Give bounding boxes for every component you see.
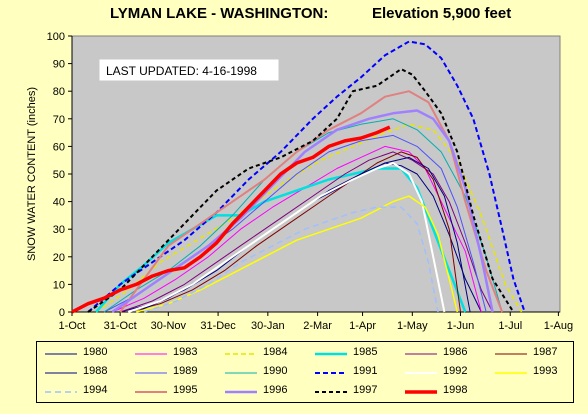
legend-label: 1990 — [263, 365, 288, 377]
x-tick-label: 1-Apr — [349, 320, 376, 332]
series-line-1995 — [119, 90, 504, 313]
last-updated-annotation: LAST UPDATED: 4-16-1998 — [99, 59, 279, 81]
series-line-1984 — [95, 123, 523, 313]
series-line-1998 — [71, 125, 391, 314]
x-tick-label: 1-Oct — [59, 320, 86, 332]
series-line-1983 — [111, 145, 482, 313]
legend-swatch-1986 — [405, 353, 437, 355]
series-line-1992 — [127, 162, 446, 313]
x-tick-label: 31-Oct — [104, 320, 137, 332]
x-tick-label: 30-Nov — [151, 320, 187, 332]
legend-item-1995: 1995 — [133, 383, 223, 401]
series-line-1997 — [87, 68, 515, 313]
annotation-text: LAST UPDATED: 4-16-1998 — [106, 64, 257, 78]
legend-item-1988: 1988 — [43, 364, 133, 382]
legend-item-1989: 1989 — [133, 364, 223, 382]
legend-swatch-1994 — [45, 391, 77, 393]
chart-title: LYMAN LAKE - WASHINGTON: — [110, 5, 329, 22]
legend-label: 1988 — [83, 365, 108, 377]
series-line-1993 — [136, 195, 459, 313]
y-tick-label: 70 — [53, 114, 65, 126]
legend-label: 1985 — [353, 346, 378, 358]
legend-label: 1995 — [173, 384, 198, 396]
legend-label: 1980 — [83, 346, 108, 358]
y-tick-label: 50 — [53, 169, 65, 181]
legend-item-1990: 1990 — [223, 364, 313, 382]
legend-item-1984: 1984 — [223, 345, 313, 363]
legend-label: 1984 — [263, 346, 288, 358]
legend-swatch-1980 — [45, 353, 77, 355]
y-tick-label: 10 — [53, 279, 65, 291]
series-line-1987 — [128, 151, 461, 313]
y-tick-label: 30 — [53, 224, 65, 236]
legend-label: 1983 — [173, 346, 198, 358]
legend-label: 1989 — [173, 365, 198, 377]
legend-item-1986: 1986 — [403, 345, 493, 363]
legend-swatch-1995 — [135, 391, 167, 393]
series-line-1994 — [143, 206, 439, 313]
legend-label: 1993 — [533, 365, 558, 377]
legend-item-1998: 1998 — [403, 383, 493, 401]
line-chart: 0 10 20 30 40 50 60 70 80 90 100 1-Oct 31-Oct 30-Nov 3… — [26, 31, 573, 332]
legend-item-1985: 1985 — [313, 345, 403, 363]
y-tick-label: 20 — [53, 252, 65, 264]
legend-swatch-1997 — [315, 391, 347, 393]
legend-label: 1996 — [263, 384, 288, 396]
legend-item-1997: 1997 — [313, 383, 403, 401]
y-axis-label: SNOW WATER CONTENT (inches) — [26, 87, 38, 261]
chart-legend: 1980 1983 1984 1985 1986 1987 1988 1989 1990 1991… — [36, 341, 574, 403]
y-tick-label: 100 — [47, 31, 65, 43]
chart-subtitle: Elevation 5,900 feet — [372, 5, 512, 22]
legend-swatch-1987 — [495, 353, 527, 355]
legend-label: 1994 — [83, 384, 108, 396]
y-tick-label: 80 — [53, 86, 65, 98]
y-tick-label: 40 — [53, 197, 65, 209]
legend-swatch-1991 — [315, 372, 347, 374]
legend-label: 1998 — [443, 384, 468, 396]
legend-swatch-1998 — [405, 390, 437, 394]
legend-item-1993: 1993 — [493, 364, 583, 382]
legend-item-1996: 1996 — [223, 383, 313, 401]
x-tick-label: 31-Dec — [200, 320, 236, 332]
legend-label: 1997 — [353, 384, 378, 396]
legend-item-1987: 1987 — [493, 345, 583, 363]
legend-item-1992: 1992 — [403, 364, 493, 382]
legend-swatch-1989 — [135, 372, 167, 374]
legend-swatch-1992 — [405, 372, 437, 374]
y-tick-label: 0 — [59, 307, 65, 319]
legend-label: 1987 — [533, 346, 558, 358]
x-tick-label: 2-Mar — [303, 320, 332, 332]
legend-swatch-1983 — [135, 353, 167, 355]
annotation-box — [99, 59, 279, 81]
legend-item-1991: 1991 — [313, 364, 403, 382]
legend-item-1980: 1980 — [43, 345, 133, 363]
legend-label: 1992 — [443, 365, 468, 377]
series-line-1996 — [111, 109, 494, 314]
x-tick-label: 1-May — [397, 320, 428, 332]
x-tick-label: 30-Jan — [251, 320, 285, 332]
x-tick-label: 1-Aug — [544, 320, 573, 332]
y-tick-label: 90 — [53, 59, 65, 71]
legend-label: 1991 — [353, 365, 378, 377]
legend-item-1994: 1994 — [43, 383, 133, 401]
legend-swatch-1984 — [225, 353, 257, 355]
legend-swatch-1988 — [45, 372, 77, 374]
legend-swatch-1990 — [225, 372, 257, 374]
legend-swatch-1996 — [225, 390, 257, 394]
series-line-1991 — [87, 40, 526, 313]
legend-swatch-1993 — [495, 372, 527, 374]
y-tick-label: 60 — [53, 141, 65, 153]
series-line-1990 — [103, 118, 503, 313]
legend-label: 1986 — [443, 346, 468, 358]
x-tick-label: 1-Jul — [498, 320, 522, 332]
legend-swatch-1985 — [315, 352, 347, 356]
series-line-1986 — [120, 151, 494, 313]
x-tick-label: 1-Jun — [447, 320, 475, 332]
legend-item-1983: 1983 — [133, 345, 223, 363]
